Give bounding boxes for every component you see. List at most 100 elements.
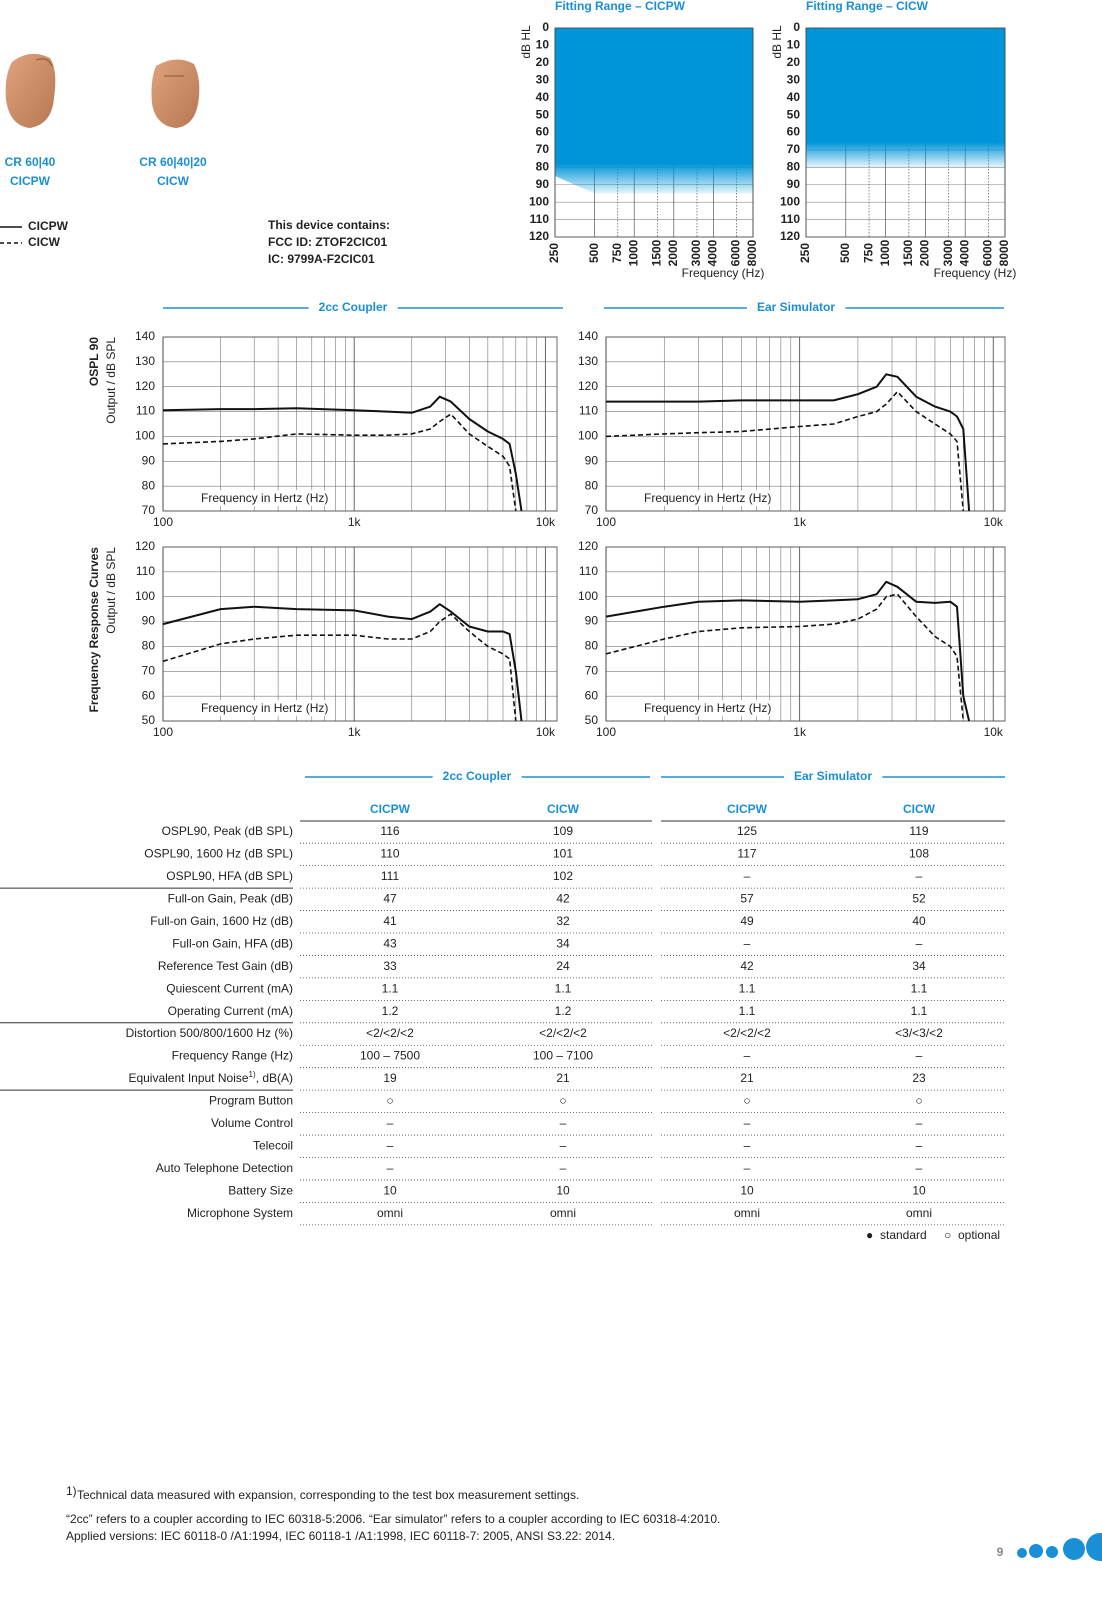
cell: ○	[743, 1094, 750, 1108]
cell: –	[744, 1161, 751, 1175]
y-tick-label: 120	[135, 379, 155, 393]
x-axis-title: Frequency in Hertz (Hz)	[201, 701, 328, 715]
y-tick-label: 30	[787, 72, 801, 86]
key-label: optional	[958, 1228, 1000, 1242]
device-info: IC: 9799A-F2CIC01	[268, 252, 375, 266]
y-tick-label: 100	[780, 194, 800, 208]
row-label: Frequency Range (Hz)	[172, 1049, 293, 1063]
y-axis-title: dB HL	[770, 25, 784, 59]
row-label: Equivalent Input Noise1), dB(A)	[128, 1070, 293, 1085]
cell: 125	[737, 824, 757, 838]
product-model: CR 60|40|20	[139, 155, 207, 169]
cell: 32	[556, 914, 570, 928]
curve	[162, 603, 523, 722]
cell: –	[744, 1049, 751, 1063]
row-label: Distortion 500/800/1600 Hz (%)	[126, 1026, 293, 1040]
row-label: Microphone System	[187, 1206, 293, 1220]
cell: <2/<2/<2	[723, 1026, 771, 1040]
cell: –	[916, 1116, 923, 1130]
y-tick-label: 120	[578, 379, 598, 393]
footnote: “2cc” refers to a coupler according to I…	[66, 1512, 720, 1526]
row-label: Battery Size	[228, 1183, 293, 1197]
y-tick-label: 60	[142, 688, 156, 702]
page-number: 9	[997, 1545, 1004, 1559]
product-model: CR 60|40	[5, 155, 56, 169]
y-tick-label: 60	[536, 125, 550, 139]
y-tick-label: 130	[578, 354, 598, 368]
y-tick-label: 100	[578, 429, 598, 443]
cell: 109	[553, 824, 573, 838]
cell: 40	[912, 914, 926, 928]
cell: omni	[377, 1206, 403, 1220]
cell: 117	[737, 847, 756, 861]
x-tick-label: 500	[587, 243, 601, 263]
plot-frame	[605, 546, 1006, 722]
y-tick-label: 70	[142, 663, 156, 677]
x-tick-label: 100	[153, 515, 173, 529]
cell: 57	[740, 892, 754, 906]
y-axis-title: dB HL	[519, 25, 533, 59]
y-tick-label: 10	[787, 38, 801, 52]
key-symbol: ●	[866, 1228, 873, 1242]
cell: 1.2	[555, 1004, 572, 1018]
y-tick-label: 120	[135, 539, 155, 553]
y-tick-label: 10	[536, 38, 550, 52]
device-info: FCC ID: ZTOF2CIC01	[268, 235, 387, 249]
plot-frame	[162, 336, 558, 512]
y-tick-label: 70	[787, 142, 801, 156]
cell: 1.1	[382, 981, 399, 995]
y-tick-label: 50	[142, 713, 156, 727]
section-header: Ear Simulator	[757, 300, 835, 314]
cell: 19	[383, 1071, 397, 1085]
chart-title: Fitting Range – CICPW	[555, 0, 686, 13]
x-tick-label: 1000	[878, 239, 892, 266]
x-tick-label: 1500	[901, 239, 915, 266]
x-tick-label: 6000	[981, 239, 995, 266]
cell: 49	[740, 914, 754, 928]
cell: 100 – 7100	[533, 1049, 593, 1063]
cell: 42	[556, 892, 570, 906]
row-label: Quiescent Current (mA)	[166, 981, 293, 995]
row-label: OSPL90, Peak (dB SPL)	[162, 824, 293, 838]
cell: –	[560, 1161, 567, 1175]
plot-frame	[805, 27, 1006, 238]
cell: –	[916, 1049, 923, 1063]
cell: –	[387, 1138, 394, 1152]
page-decoration	[1017, 1533, 1102, 1561]
y-tick-label: 50	[787, 107, 801, 121]
cell: 10	[556, 1183, 570, 1197]
chart-title: Fitting Range – CICW	[806, 0, 929, 13]
x-tick-label: 2000	[666, 239, 680, 266]
row-label: Full-on Gain, Peak (dB)	[168, 892, 293, 906]
x-tick-label: 100	[153, 725, 173, 739]
y-tick-label: 0	[542, 20, 549, 34]
x-tick-label: 4000	[957, 239, 971, 266]
y-tick-label: 110	[579, 564, 598, 578]
x-tick-label: 1k	[348, 515, 362, 529]
y-tick-label: 100	[578, 589, 598, 603]
x-axis-title: Frequency in Hertz (Hz)	[201, 491, 328, 505]
key-label: standard	[880, 1228, 927, 1242]
y-tick-label: 80	[585, 639, 599, 653]
y-tick-label: 80	[585, 478, 599, 492]
y-tick-label: 40	[536, 90, 550, 104]
cell: 1.1	[555, 981, 572, 995]
x-tick-label: 1k	[348, 725, 362, 739]
cell: omni	[734, 1206, 760, 1220]
row-label-text: , dB(A)	[256, 1071, 293, 1085]
cell: 23	[912, 1071, 926, 1085]
cell: 1.1	[739, 981, 756, 995]
y-tick-label: 70	[142, 503, 156, 517]
x-tick-label: 100	[596, 515, 616, 529]
plot-frame	[554, 27, 754, 238]
y-tick-label: 80	[142, 639, 156, 653]
y-tick-label: 110	[136, 404, 155, 418]
curve	[162, 413, 517, 512]
y-tick-label: 110	[781, 212, 801, 226]
x-axis-title: Frequency (Hz)	[934, 266, 1017, 280]
label-background	[198, 700, 332, 717]
y-tick-label: 90	[787, 177, 801, 191]
fitting-range-area	[555, 28, 753, 194]
